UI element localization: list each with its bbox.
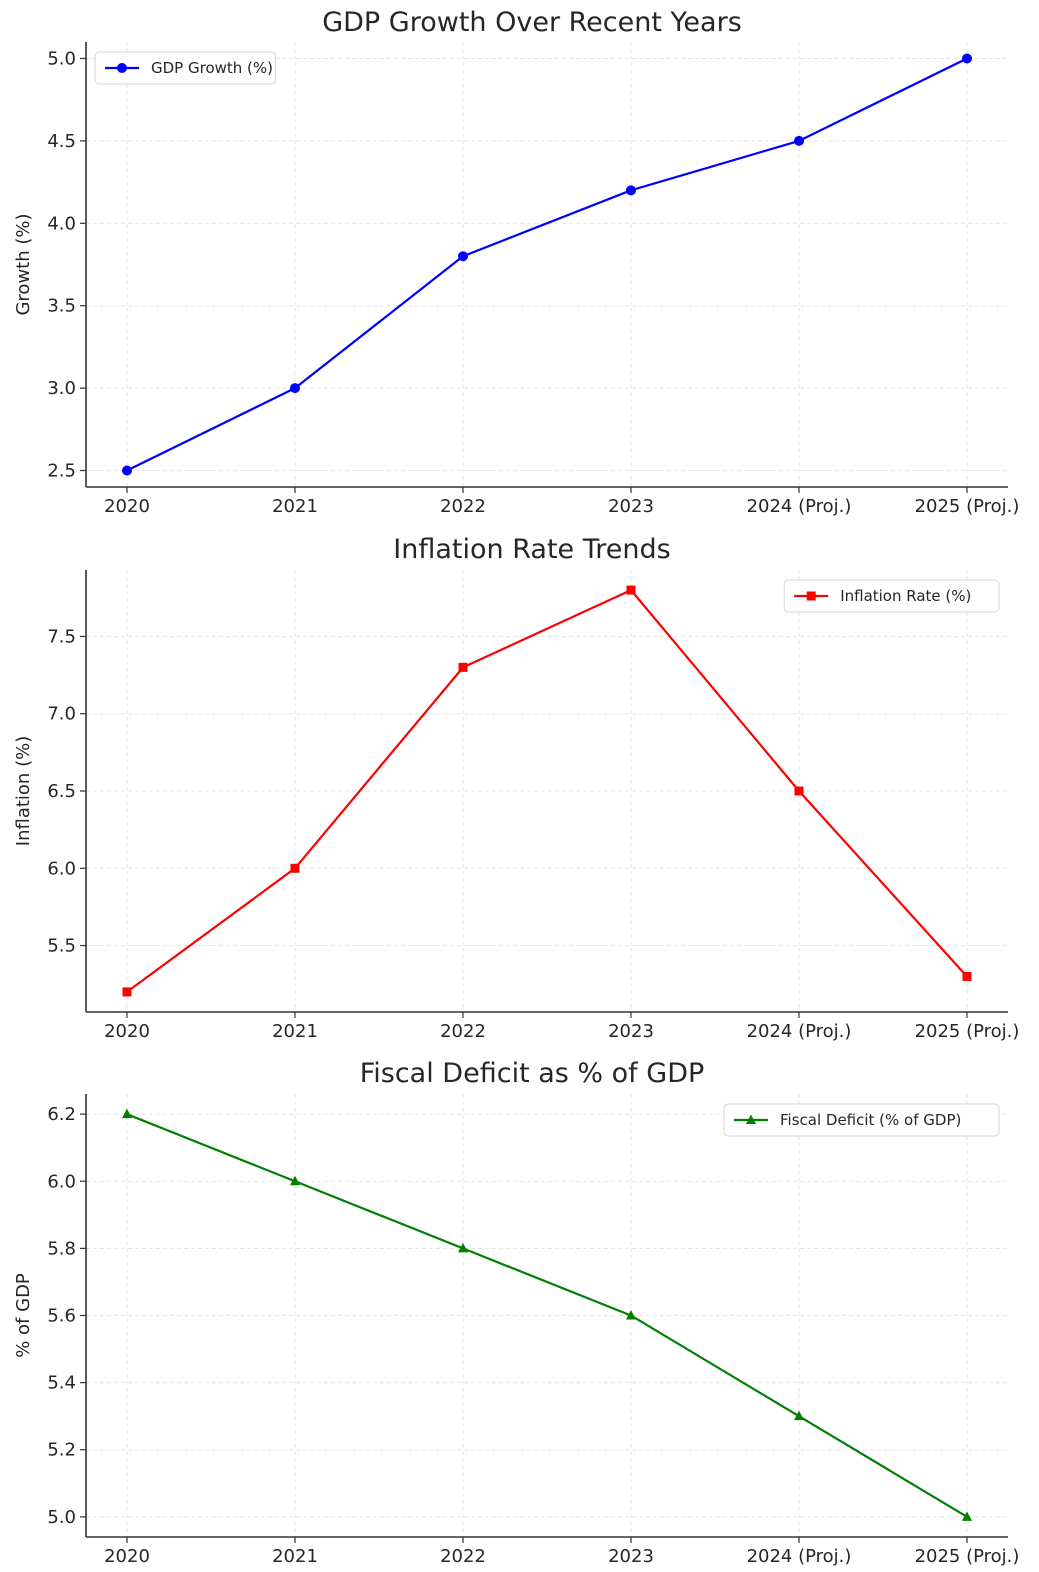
y-tick-label: 5.6 (47, 1306, 76, 1327)
y-tick-label: 4.0 (47, 213, 76, 234)
data-point (794, 135, 804, 146)
y-tick-label: 6.5 (47, 781, 76, 802)
x-tick-label: 2021 (272, 1546, 318, 1567)
data-point (626, 1310, 636, 1320)
chart-1: GDP Growth Over Recent Years Growth (%) 2.… (13, 7, 1019, 517)
chart-title: Inflation Rate Trends (393, 534, 670, 565)
legend-box (94, 51, 276, 85)
series-line (126, 57, 968, 472)
x-tick-label: 2020 (104, 1021, 150, 1042)
legend-label: Fiscal Deficit (% of GDP) (780, 1111, 961, 1129)
legend-marker (746, 1114, 756, 1124)
x-tick-label: 2023 (608, 496, 654, 517)
x-tick-label: 2025 (Proj.) (915, 496, 1020, 517)
x-tick-label: 2020 (104, 496, 150, 517)
x-tick-label: 2021 (272, 496, 318, 517)
y-tick-label: 6.0 (47, 858, 76, 879)
y-tick-label: 5.8 (47, 1238, 76, 1259)
x-tick-label: 2022 (440, 496, 486, 517)
legend-box (723, 1103, 1000, 1137)
data-point (962, 1511, 972, 1521)
data-point (626, 185, 636, 196)
x-tick-label: 2022 (440, 1546, 486, 1567)
x-tick-label: 2024 (Proj.) (747, 1546, 852, 1567)
data-point (962, 971, 972, 981)
y-axis-label: % of GDP (13, 1273, 34, 1358)
data-point (122, 1108, 132, 1119)
data-point (458, 251, 468, 262)
y-axis-label: Inflation (%) (13, 736, 34, 846)
legend-marker (806, 591, 816, 601)
y-tick-label: 3.0 (47, 378, 76, 399)
y-tick-label: 3.5 (47, 296, 76, 317)
x-tick-label: 2024 (Proj.) (747, 1021, 852, 1042)
data-point (794, 1410, 804, 1421)
legend-box (783, 579, 1000, 613)
data-point (962, 53, 972, 64)
y-tick-label: 5.0 (47, 1507, 76, 1528)
y-tick-label: 7.0 (47, 704, 76, 725)
x-tick-label: 2025 (Proj.) (915, 1546, 1020, 1567)
chart-3: Fiscal Deficit as % of GDP % of GDP 5.0 5.2… (13, 1058, 1019, 1567)
y-tick-label: 6.2 (47, 1104, 76, 1125)
y-tick-label: 6.0 (47, 1171, 76, 1192)
data-point (122, 987, 132, 997)
x-tick-label: 2022 (440, 1021, 486, 1042)
legend-marker (117, 63, 127, 73)
data-point (290, 863, 300, 873)
data-point (290, 1175, 300, 1186)
x-tick-label: 2020 (104, 1546, 150, 1567)
x-tick-label: 2023 (608, 1021, 654, 1042)
y-tick-label: 5.4 (47, 1373, 76, 1394)
data-point (626, 585, 636, 595)
data-point (458, 662, 468, 672)
legend-label: GDP Growth (%) (151, 59, 273, 77)
data-point (794, 786, 804, 796)
y-tick-label: 5.5 (47, 936, 76, 957)
data-point (290, 383, 300, 394)
series-line (126, 588, 968, 993)
chart-2: Inflation Rate Trends Inflation (%) 5.5 6.0… (13, 534, 1019, 1042)
data-point (458, 1242, 468, 1253)
y-tick-label: 7.5 (47, 626, 76, 647)
y-tick-label: 5.0 (47, 48, 76, 69)
series-line (126, 1113, 968, 1518)
chart-title: Fiscal Deficit as % of GDP (360, 1058, 705, 1089)
x-tick-label: 2023 (608, 1546, 654, 1567)
y-tick-label: 2.5 (47, 461, 76, 482)
data-point (122, 465, 132, 476)
x-tick-label: 2021 (272, 1021, 318, 1042)
chart-title: GDP Growth Over Recent Years (322, 7, 742, 38)
legend-label: Inflation Rate (%) (840, 587, 971, 605)
y-tick-label: 4.5 (47, 131, 76, 152)
y-axis-label: Growth (%) (13, 213, 34, 315)
x-tick-label: 2024 (Proj.) (747, 496, 852, 517)
y-tick-label: 5.2 (47, 1440, 76, 1461)
x-tick-label: 2025 (Proj.) (915, 1021, 1020, 1042)
